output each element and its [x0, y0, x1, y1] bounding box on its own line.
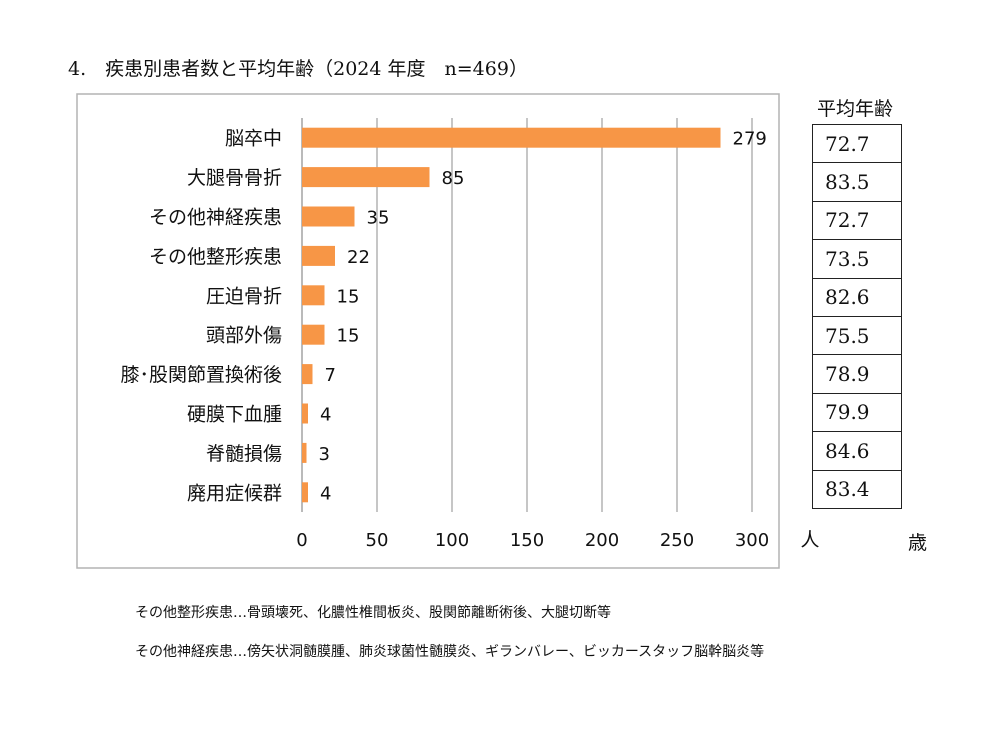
category-label: 頭部外傷	[206, 325, 282, 347]
age-value: 75.5	[812, 315, 902, 356]
category-label: 脊髄損傷	[206, 443, 282, 465]
age-row: 79.9	[812, 392, 902, 433]
value-label: 7	[325, 365, 336, 386]
age-value: 83.5	[812, 162, 902, 202]
category-label: その他整形疾患	[149, 246, 282, 268]
bar	[302, 167, 430, 188]
category-label: 廃用症候群	[187, 482, 282, 504]
age-unit-label: 歳	[908, 532, 928, 554]
bar	[302, 245, 335, 266]
value-label: 22	[347, 247, 370, 268]
x-tick-label: 200	[585, 530, 619, 551]
bar	[302, 285, 325, 306]
chart-bars	[302, 127, 721, 503]
x-tick-label: 50	[366, 530, 389, 551]
x-tick-label: 150	[510, 530, 544, 551]
x-tick-label: 300	[735, 530, 769, 551]
age-row: 83.5	[812, 162, 902, 202]
bar	[302, 324, 325, 345]
bar	[302, 127, 721, 148]
age-value: 72.7	[812, 200, 902, 241]
bar	[302, 442, 307, 463]
category-label: 大腿骨骨折	[187, 167, 282, 189]
age-table-header: 平均年齢	[817, 98, 894, 120]
value-label: 15	[337, 326, 360, 347]
value-label: 279	[733, 129, 767, 150]
x-unit-label: 人	[800, 529, 819, 551]
category-label: 硬膜下血腫	[187, 404, 282, 426]
value-label: 3	[319, 444, 330, 465]
bar	[302, 364, 313, 385]
age-row: 83.4	[812, 469, 902, 509]
value-label: 15	[337, 286, 360, 307]
age-row: 84.6	[812, 431, 902, 471]
age-value: 83.4	[812, 469, 902, 509]
category-label: その他神経疾患	[149, 207, 282, 229]
value-label: 4	[320, 405, 331, 426]
x-tick-label: 0	[296, 530, 307, 551]
value-label: 85	[442, 168, 465, 189]
x-tick-label: 250	[660, 530, 694, 551]
bar	[302, 206, 355, 227]
value-label: 4	[320, 483, 331, 504]
category-label: 脳卒中	[225, 128, 282, 150]
age-value: 72.7	[812, 123, 902, 164]
category-label: 圧迫骨折	[206, 285, 282, 307]
age-row: 75.5	[812, 315, 902, 356]
age-row: 82.6	[812, 277, 902, 317]
bar	[302, 403, 308, 424]
chart-labels: 0 50 100 150 200 250 300 人 脳卒中 279 大腿骨骨折 85 その他神経疾患 3…	[120, 128, 819, 551]
age-value: 82.6	[812, 277, 902, 317]
chart-frame	[76, 93, 780, 569]
age-row: 78.9	[812, 354, 902, 394]
age-value: 73.5	[812, 239, 902, 279]
age-value: 79.9	[812, 392, 902, 433]
average-age-table: 72.7 83.5 72.7 73.5 82.6 75.5 78.9 79.9 84.6 83.4	[812, 123, 902, 509]
page-title: 4. 疾患別患者数と平均年齢（2024 年度 n=469）	[68, 58, 528, 80]
age-value: 78.9	[812, 354, 902, 394]
age-row: 72.7	[812, 200, 902, 241]
age-row: 73.5	[812, 239, 902, 279]
footnote-neurological: その他神経疾患…傍矢状洞髄膜腫、肺炎球菌性髄膜炎、ギランバレー、ビッカースタッフ…	[135, 644, 765, 660]
x-tick-label: 100	[435, 530, 469, 551]
value-label: 35	[367, 208, 390, 229]
age-row: 72.7	[812, 123, 902, 164]
age-value: 84.6	[812, 431, 902, 471]
footnote-orthopedic: その他整形疾患…骨頭壊死、化膿性椎間板炎、股関節離断術後、大腿切断等	[135, 605, 611, 621]
bar	[302, 482, 308, 503]
category-label: 膝･股関節置換術後	[120, 364, 282, 386]
